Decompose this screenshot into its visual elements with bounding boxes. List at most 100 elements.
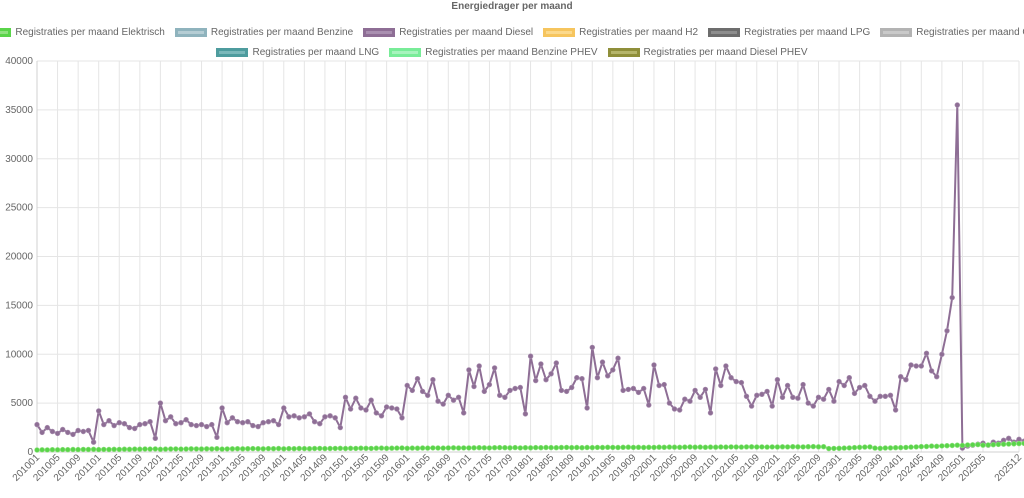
data-point — [137, 421, 143, 428]
data-point — [1005, 441, 1012, 447]
data-point — [949, 294, 955, 301]
data-point — [106, 446, 112, 453]
data-point — [342, 394, 349, 400]
data-point — [486, 381, 493, 388]
data-point — [337, 445, 343, 451]
data-point — [774, 444, 781, 450]
y-tick-label: 30000 — [5, 154, 33, 165]
data-point — [748, 444, 755, 450]
data-point — [779, 444, 786, 450]
data-point — [1016, 440, 1022, 447]
legend-item[interactable]: Registraties per maand Benzine — [174, 27, 353, 38]
data-point — [579, 445, 585, 451]
data-point — [142, 446, 148, 452]
data-point — [563, 388, 570, 395]
data-point — [579, 376, 585, 382]
data-point — [183, 417, 189, 423]
data-point — [152, 446, 159, 452]
data-point — [538, 361, 544, 367]
data-point — [204, 423, 210, 430]
data-point — [512, 444, 518, 451]
data-point — [589, 344, 595, 351]
data-point — [969, 442, 976, 448]
data-point — [1021, 440, 1024, 447]
legend-item[interactable]: Registraties per maand Diesel PHEV — [607, 47, 808, 58]
data-point — [193, 446, 200, 452]
data-point — [1011, 441, 1017, 447]
legend-item[interactable]: Registraties per maand H2 — [543, 27, 698, 38]
data-point — [240, 420, 246, 426]
data-point — [897, 374, 904, 380]
legend-item[interactable]: Registraties per maand LPG — [708, 27, 870, 38]
data-point — [137, 446, 143, 452]
data-point — [851, 444, 858, 451]
data-point — [887, 445, 894, 451]
data-point — [548, 371, 554, 377]
data-point — [527, 445, 534, 451]
data-point — [116, 446, 123, 453]
data-point — [702, 444, 709, 450]
data-point — [445, 445, 451, 451]
data-point — [173, 446, 179, 452]
data-point — [168, 446, 174, 452]
data-point — [867, 393, 873, 399]
data-point — [640, 385, 647, 392]
legend-item[interactable]: Registraties per maand LNG — [216, 47, 379, 58]
data-point — [923, 350, 930, 356]
data-point — [656, 444, 662, 450]
legend-label: Registraties per maand LPG — [744, 26, 871, 38]
data-point — [795, 395, 801, 401]
data-point — [918, 363, 924, 369]
data-point — [964, 442, 971, 448]
chart-title: Energiedrager per maand — [451, 1, 573, 12]
data-point — [985, 442, 991, 448]
data-point — [476, 363, 482, 369]
legend-item[interactable]: Registraties per maand Elektrisch — [0, 27, 165, 38]
data-point — [373, 410, 379, 416]
data-point — [507, 445, 513, 451]
data-point — [378, 413, 385, 419]
data-point — [718, 444, 724, 450]
data-point — [903, 377, 909, 383]
data-point — [908, 362, 914, 368]
data-point — [224, 446, 230, 452]
data-point — [430, 377, 436, 383]
data-point — [697, 394, 703, 400]
data-point — [784, 382, 791, 389]
data-point — [553, 360, 559, 366]
data-point — [630, 385, 637, 392]
data-point — [240, 446, 246, 452]
data-point — [846, 375, 852, 381]
data-point — [219, 446, 225, 452]
data-point — [162, 446, 169, 452]
data-point — [342, 445, 349, 452]
data-point — [296, 415, 302, 421]
legend-item[interactable]: Registraties per maand Benzine PHEV — [389, 47, 598, 58]
data-point — [877, 445, 883, 451]
data-point — [39, 429, 45, 436]
data-point — [908, 444, 914, 450]
legend-item[interactable]: Registraties per maand Diesel — [363, 27, 533, 38]
data-point — [630, 444, 637, 451]
data-point — [255, 446, 261, 452]
data-point — [707, 410, 714, 416]
data-point — [383, 404, 390, 410]
data-point — [913, 363, 919, 369]
data-point — [425, 392, 431, 398]
data-point — [44, 424, 50, 431]
data-point — [810, 403, 816, 409]
data-point — [250, 445, 256, 452]
data-point — [275, 445, 282, 452]
legend-swatch — [363, 27, 396, 37]
data-point — [980, 442, 986, 448]
legend-item[interactable]: Registraties per maand CNG — [880, 27, 1024, 38]
data-point — [548, 444, 554, 451]
data-point — [219, 405, 225, 411]
data-point — [748, 403, 755, 409]
data-point — [790, 394, 796, 400]
data-point — [497, 392, 503, 398]
data-point — [157, 446, 164, 452]
data-point — [75, 446, 81, 453]
data-point — [471, 445, 477, 451]
